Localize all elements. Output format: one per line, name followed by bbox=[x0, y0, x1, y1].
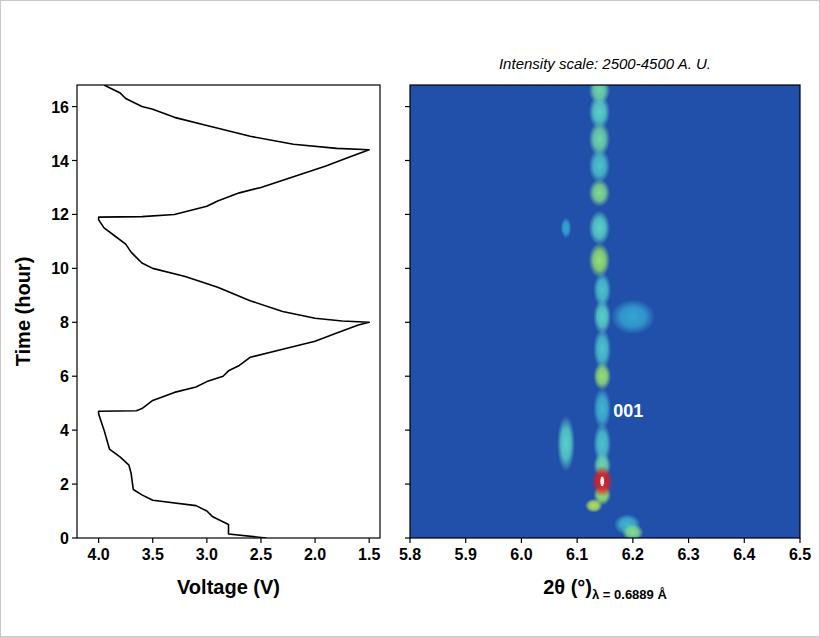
y-tick bbox=[405, 322, 410, 323]
plot-frame bbox=[77, 85, 380, 538]
x-tick-label: 6.1 bbox=[566, 546, 588, 563]
voltage-line bbox=[99, 85, 370, 538]
page-border bbox=[1, 1, 820, 637]
y-tick-label: 10 bbox=[51, 260, 69, 277]
x-tick-label: 3.0 bbox=[196, 546, 218, 563]
x-tick bbox=[632, 538, 633, 543]
intensity-spot bbox=[593, 299, 611, 334]
x-tick bbox=[98, 538, 99, 543]
x-tick bbox=[465, 538, 466, 543]
y-tick-label: 8 bbox=[60, 314, 69, 331]
x-tick bbox=[369, 538, 370, 543]
y-tick-label: 6 bbox=[60, 368, 69, 385]
intensity-spot bbox=[557, 416, 575, 472]
y-tick-label: 12 bbox=[51, 206, 69, 223]
y-tick bbox=[72, 160, 77, 161]
x-tick bbox=[688, 538, 689, 543]
x-tick bbox=[260, 538, 261, 543]
intensity-spot bbox=[589, 210, 610, 245]
intensity-spot bbox=[589, 179, 610, 207]
x-tick-label: 2.5 bbox=[250, 546, 272, 563]
intensity-spot bbox=[593, 362, 611, 390]
y-tick-label: 0 bbox=[60, 530, 69, 547]
plot-frame bbox=[410, 85, 800, 538]
y-tick bbox=[405, 483, 410, 484]
y-tick bbox=[72, 322, 77, 323]
intensity-spot bbox=[611, 299, 656, 334]
intensity-spot bbox=[561, 217, 572, 238]
y-tick bbox=[405, 268, 410, 269]
y-tick bbox=[405, 376, 410, 377]
x-tick bbox=[152, 538, 153, 543]
x-tick-label: 6.0 bbox=[510, 546, 532, 563]
y-tick-label: 16 bbox=[51, 99, 69, 116]
intensity-peak-core bbox=[600, 476, 605, 487]
plot-area bbox=[410, 85, 800, 538]
x-tick bbox=[314, 538, 315, 543]
y-tick bbox=[72, 430, 77, 431]
x-axis-title-sub: λ = 0.6889 Å bbox=[592, 587, 667, 602]
plot-area bbox=[99, 85, 370, 538]
x-axis-title: 2θ (°)λ = 0.6889 Å bbox=[543, 576, 667, 602]
y-tick bbox=[405, 214, 410, 215]
y-tick bbox=[72, 106, 77, 107]
x-axis-title-main: Voltage (V) bbox=[177, 576, 280, 598]
y-tick bbox=[72, 214, 77, 215]
heatmap-background bbox=[410, 85, 800, 538]
x-tick bbox=[206, 538, 207, 543]
y-tick bbox=[72, 268, 77, 269]
x-tick bbox=[409, 538, 410, 543]
y-tick-label: 2 bbox=[60, 476, 69, 493]
x-tick bbox=[744, 538, 745, 543]
y-tick bbox=[72, 376, 77, 377]
y-tick bbox=[405, 430, 410, 431]
x-tick-label: 6.4 bbox=[733, 546, 755, 563]
intensity-spot bbox=[592, 466, 613, 498]
y-tick bbox=[405, 537, 410, 538]
x-tick-label: 6.3 bbox=[677, 546, 699, 563]
chart-title: Intensity scale: 2500-4500 A. U. bbox=[499, 55, 711, 72]
figure: 4.0 3.5 3.0 2.5 2.0 1.5 0 2 4 6 8 10 12 14 16 Voltage (… bbox=[0, 0, 820, 637]
x-tick-label: 1.5 bbox=[358, 546, 380, 563]
intensity-spot bbox=[589, 85, 610, 104]
x-axis-title: Voltage (V) bbox=[177, 576, 280, 598]
x-tick bbox=[521, 538, 522, 543]
x-tick-label: 6.2 bbox=[622, 546, 644, 563]
x-tick-label: 6.5 bbox=[789, 546, 811, 563]
y-tick-label: 4 bbox=[60, 422, 69, 439]
y-tick bbox=[72, 483, 77, 484]
y-tick-label: 14 bbox=[51, 153, 69, 170]
y-tick bbox=[405, 160, 410, 161]
intensity-spot bbox=[622, 524, 643, 538]
x-tick bbox=[799, 538, 800, 543]
peak-annotation: 001 bbox=[613, 401, 643, 421]
x-tick-label: 5.8 bbox=[399, 546, 421, 563]
y-axis-title: Time (hour) bbox=[12, 257, 34, 367]
x-tick-label: 5.9 bbox=[455, 546, 477, 563]
x-tick-label: 4.0 bbox=[88, 546, 110, 563]
intensity-spot bbox=[589, 121, 610, 156]
x-axis-title-main: 2θ (°) bbox=[543, 576, 592, 598]
y-tick bbox=[405, 106, 410, 107]
x-tick-label: 3.5 bbox=[142, 546, 164, 563]
intensity-spot bbox=[589, 243, 610, 278]
x-tick bbox=[577, 538, 578, 543]
y-tick bbox=[72, 537, 77, 538]
x-tick-label: 2.0 bbox=[304, 546, 326, 563]
intensity-spot bbox=[585, 499, 603, 513]
